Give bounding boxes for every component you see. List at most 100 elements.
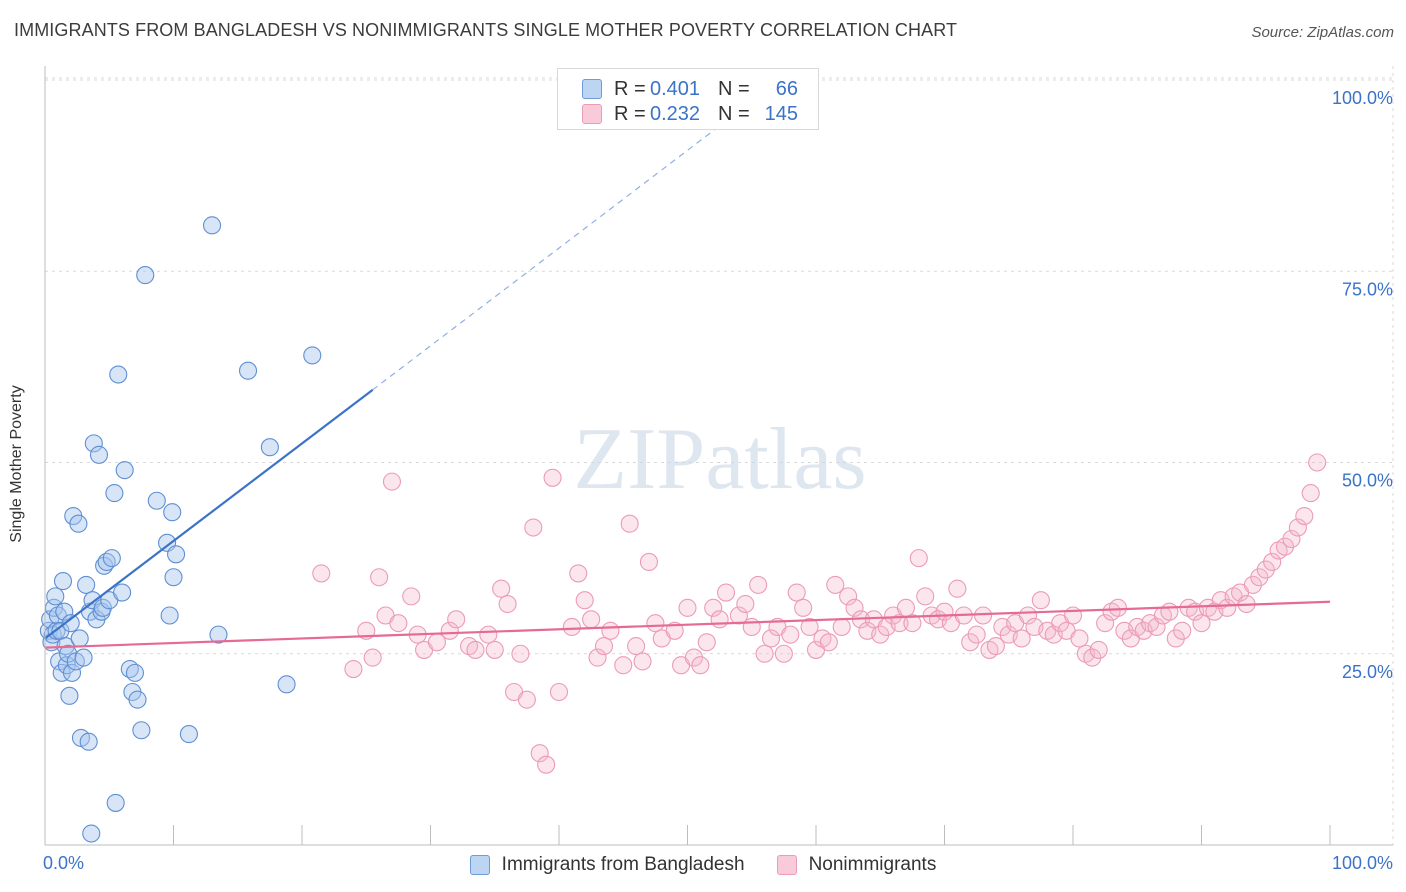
nonimmigrant-point [691, 656, 710, 675]
nonimmigrant-point [710, 610, 729, 629]
nonimmigrant-point [402, 587, 421, 606]
nonimmigrant-point [646, 614, 665, 633]
r-label: R = [614, 77, 646, 100]
nonimmigrant-point [1096, 614, 1115, 633]
bangladesh-point [109, 365, 128, 384]
nonimmigrant-point [485, 640, 504, 659]
bangladesh-point [238, 361, 258, 380]
bangladesh-point [82, 824, 101, 843]
blue-swatch [582, 79, 602, 99]
nonimmigrant-point [363, 648, 382, 667]
nonimmigrant-point [1166, 629, 1185, 648]
nonimmigrant-point [1089, 640, 1108, 659]
nonimmigrant-point [639, 552, 659, 572]
nonimmigrant-point [549, 682, 569, 702]
nonimmigrant-point [903, 614, 922, 633]
nonimmigrant-point [1308, 453, 1327, 472]
bangladesh-point [128, 690, 147, 709]
r-label: R = [614, 102, 646, 125]
bangladesh-point [55, 602, 74, 621]
nonimmigrant-point [588, 648, 607, 667]
nonimmigrant-point [627, 637, 646, 656]
n-label: N = [718, 77, 750, 100]
nonimmigrant-point [967, 625, 986, 644]
legend-item-nonimmigrants[interactable]: Nonimmigrants [776, 854, 936, 876]
bangladesh-trend-extension [372, 125, 720, 391]
nonimmigrant-point [761, 629, 781, 648]
nonimmigrant-point [543, 468, 562, 487]
bangladesh-point [179, 725, 198, 744]
nonimmigrant-point [819, 633, 838, 652]
bangladesh-point [132, 721, 151, 740]
bangladesh-point [160, 606, 179, 625]
n-value: 145 [764, 102, 798, 125]
nonimmigrant-point [1031, 591, 1050, 610]
nonimmigrant-point [389, 614, 408, 633]
nonimmigrant-point [1282, 529, 1301, 549]
nonimmigrant-point [1243, 575, 1262, 594]
bangladesh-point [84, 434, 103, 453]
y-tick-label: 50.0% [1342, 471, 1393, 491]
pink-swatch [776, 855, 797, 875]
nonimmigrant-point [440, 621, 459, 640]
nonimmigrant-point [466, 640, 485, 659]
nonimmigrant-point [479, 625, 498, 644]
n-value: 66 [775, 77, 798, 100]
nonimmigrant-point [909, 549, 928, 568]
nonimmigrant-point [1288, 518, 1307, 537]
nonimmigrant-point [826, 575, 845, 594]
nonimmigrant-point [678, 598, 697, 617]
nonimmigrant-point [601, 621, 620, 640]
nonimmigrant-point [1295, 506, 1314, 526]
y-tick-label: 100.0% [1332, 88, 1393, 108]
nonimmigrant-point [832, 617, 851, 637]
bangladesh-point [113, 583, 132, 602]
nonimmigrant-point [562, 617, 581, 637]
nonimmigrant-point [961, 633, 980, 652]
nonimmigrant-point [749, 575, 768, 594]
legend-item-bangladesh[interactable]: Immigrants from Bangladesh [469, 854, 745, 876]
bangladesh-point [209, 625, 228, 644]
nonimmigrant-point [575, 591, 594, 610]
nonimmigrant-point [569, 564, 588, 583]
nonimmigrant-point [1063, 606, 1083, 625]
bangladesh-point [69, 514, 88, 533]
nonimmigrant-point [633, 652, 652, 671]
bangladesh-trend-line [44, 388, 374, 640]
nonimmigrant-point [620, 514, 639, 533]
series-legend: Immigrants from Bangladesh Nonimmigrants [0, 851, 1406, 879]
nonimmigrant-point [1250, 568, 1269, 587]
bangladesh-point [62, 663, 82, 682]
nonimmigrant-point [1301, 484, 1320, 503]
pink-swatch [582, 104, 602, 124]
nonimmigrant-point [582, 610, 601, 629]
nonimmigrant-point [704, 598, 723, 617]
nonimmigrant-point [1018, 606, 1038, 625]
y-tick-label: 75.0% [1342, 279, 1393, 299]
stats-legend: R = 0.401 N = 66 R = 0.232 N = 145 [557, 68, 819, 130]
stats-row-nonimmigrants: R = 0.232 N = 145 [582, 102, 798, 126]
bangladesh-point [105, 484, 124, 503]
nonimmigrant-point [845, 598, 864, 617]
x-tick-label-max: 100.0% [1332, 853, 1393, 873]
nonimmigrant-point [1275, 537, 1295, 556]
nonimmigrant-point [986, 637, 1005, 656]
bangladesh-point [167, 545, 186, 564]
bangladesh-point [59, 644, 78, 663]
nonimmigrant-point [684, 648, 703, 667]
chart-title: IMMIGRANTS FROM BANGLADESH VS NONIMMIGRA… [14, 20, 958, 40]
nonimmigrant-point [781, 625, 800, 644]
nonimmigrant-trend-line [44, 600, 1331, 649]
nonimmigrant-point [447, 610, 466, 629]
chart-source: Source: ZipAtlas.com [1251, 24, 1394, 41]
nonimmigrant-point [697, 633, 716, 652]
nonimmigrant-point [973, 606, 993, 625]
nonimmigrant-point [537, 755, 556, 774]
axis-layer: 25.0% 50.0% 75.0% 100.0% 0.0% 100.0% [43, 66, 1393, 873]
nonimmigrant-point [614, 656, 633, 675]
watermark: ZIPatlas [573, 411, 866, 508]
nonimmigrant-point [774, 644, 793, 663]
bangladesh-point [260, 438, 279, 457]
bangladesh-point [203, 216, 222, 235]
stats-row-bangladesh: R = 0.401 N = 66 [582, 77, 798, 101]
